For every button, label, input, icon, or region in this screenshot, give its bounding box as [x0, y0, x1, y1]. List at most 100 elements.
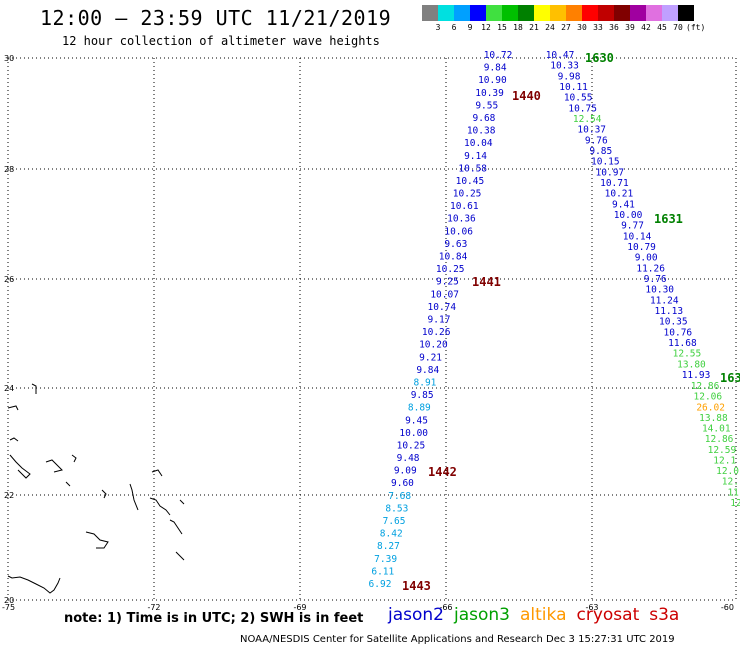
lon-label: -75 [2, 603, 15, 612]
wave-height-value: 11.24 [650, 295, 679, 306]
wave-height-value: 9.41 [612, 199, 635, 210]
scale-label: 36 [609, 23, 619, 32]
wave-height-value: 10.30 [645, 285, 674, 296]
wave-height-value: 10.45 [456, 176, 485, 187]
lon-label: -63 [585, 603, 598, 612]
wave-height-value: 8.91 [414, 377, 437, 388]
wave-height-value: 8.53 [385, 503, 408, 514]
scale-swatch [662, 5, 678, 21]
wave-height-value: 9.60 [391, 478, 414, 489]
coastline [7, 383, 185, 594]
wave-height-value: 10.25 [436, 264, 465, 275]
legend-jason2: jason2 [388, 605, 444, 625]
scale-swatch [566, 5, 582, 21]
scale-swatch [550, 5, 566, 21]
wave-height-value: 10.58 [458, 163, 487, 174]
island-10 [129, 483, 139, 511]
satellite-legend: jason2 jason3 altika cryosat s3a [388, 605, 689, 625]
wave-height-value: 9.14 [464, 151, 487, 162]
scale-label: 6 [451, 23, 457, 32]
wave-height-value: 9.76 [644, 274, 667, 285]
wave-height-value: 9.45 [405, 415, 428, 426]
wave-height-value: 10.33 [550, 61, 579, 72]
pass-label: 1441 [472, 275, 501, 289]
lon-label: -72 [147, 603, 160, 612]
wave-height-value: 11 [727, 487, 739, 498]
legend-s3a: s3a [649, 605, 680, 625]
lat-label: 20 [4, 596, 14, 605]
scale-label: 39 [625, 23, 635, 32]
island-11 [149, 497, 171, 516]
wave-height-value: 6.92 [369, 579, 392, 590]
wave-height-value: 10.61 [450, 201, 479, 212]
scale-label: 33 [593, 23, 603, 32]
wave-height-value: 10.07 [430, 289, 459, 300]
lat-lon-grid [7, 57, 737, 601]
wave-height-value: 10.75 [568, 103, 597, 114]
scale-swatch [422, 5, 438, 21]
lat-label: 28 [4, 165, 14, 174]
legend-jason3: jason3 [454, 605, 510, 625]
wave-height-value: 12.86 [691, 381, 720, 392]
lon-label: -69 [293, 603, 306, 612]
scale-swatch [486, 5, 502, 21]
scale-swatch [614, 5, 630, 21]
island-4 [31, 383, 37, 394]
map-subtitle: 12 hour collection of altimeter wave hei… [62, 34, 380, 48]
wave-height-value: 7.39 [374, 554, 397, 565]
wave-height-value: 11.93 [682, 370, 711, 381]
wave-height-value: 10.35 [659, 317, 688, 328]
altimeter-tracks: 10.729.8410.9010.399.559.6810.3810.049.1… [369, 50, 740, 590]
wave-height-value: 8.42 [380, 529, 403, 540]
scale-swatch [630, 5, 646, 21]
wave-height-value: 9.77 [621, 221, 644, 232]
island-9 [85, 531, 109, 549]
legend-altika: altika [520, 605, 567, 625]
wave-height-value: 12.55 [673, 349, 702, 360]
wave-height-value: 9.09 [394, 466, 417, 477]
scale-swatch [438, 5, 454, 21]
map-title: 12:00 – 23:59 UTC 11/21/2019 [40, 6, 392, 30]
scale-label: 27 [561, 23, 571, 32]
wave-height-value: 10.74 [428, 302, 457, 313]
lon-label: -60 [721, 603, 734, 612]
wave-height-value: 12.06 [694, 392, 723, 403]
scale-swatch [502, 5, 518, 21]
pass-label: 1443 [402, 579, 431, 593]
scale-label: 70 [673, 23, 683, 32]
wave-height-value: 9.25 [436, 277, 459, 288]
pass-label: 1630 [585, 51, 614, 65]
wave-height-value: 12.54 [573, 114, 602, 125]
wave-height-value: 9.55 [475, 100, 498, 111]
wave-height-value: 9.17 [428, 315, 451, 326]
wave-height-value: 12.0 [716, 466, 739, 477]
wave-height-value: 10.04 [464, 138, 493, 149]
island-6 [71, 454, 77, 463]
wave-height-value: 10.00 [399, 428, 428, 439]
pass-label: 1440 [512, 89, 541, 103]
scale-swatch [598, 5, 614, 21]
island-5 [45, 459, 63, 473]
wave-height-value: 9.00 [635, 253, 658, 264]
island-13 [169, 519, 183, 535]
island-7 [65, 481, 71, 487]
wave-height-value: 12 [730, 498, 740, 509]
wave-height-value: 9.21 [419, 352, 442, 363]
wave-height-value: 10.84 [439, 252, 468, 263]
wave-height-value: 10.15 [591, 157, 620, 168]
wave-height-value: 7.65 [383, 516, 406, 527]
wave-height-value: 26.02 [696, 402, 725, 413]
scale-label: 24 [545, 23, 555, 32]
scale-label: 12 [481, 23, 491, 32]
legend-cryosat: cryosat [576, 605, 640, 625]
scale-label: 3 [435, 23, 441, 32]
island-1 [9, 437, 19, 442]
pass-label: 1631 [654, 212, 683, 226]
island-15 [179, 499, 185, 505]
wave-height-value: 10.38 [467, 126, 496, 137]
wave-height-value: 10.25 [453, 189, 482, 200]
scale-swatch [470, 5, 486, 21]
wave-height-value: 12.86 [705, 434, 734, 445]
lon-label: -66 [439, 603, 452, 612]
wave-height-value: 10.26 [422, 327, 451, 338]
